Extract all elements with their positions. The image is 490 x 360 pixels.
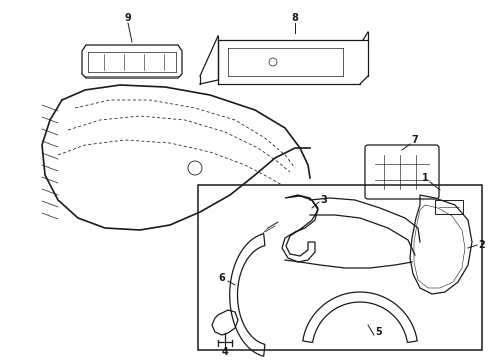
Text: 3: 3 xyxy=(320,195,327,205)
Bar xyxy=(435,200,463,214)
Text: 9: 9 xyxy=(124,13,131,23)
Text: 6: 6 xyxy=(219,273,225,283)
Text: 4: 4 xyxy=(221,347,228,357)
Text: 1: 1 xyxy=(421,173,428,183)
Text: 7: 7 xyxy=(412,135,418,145)
Bar xyxy=(198,185,482,350)
Text: 2: 2 xyxy=(478,240,485,250)
Text: 8: 8 xyxy=(292,13,298,23)
Text: 5: 5 xyxy=(375,327,382,337)
